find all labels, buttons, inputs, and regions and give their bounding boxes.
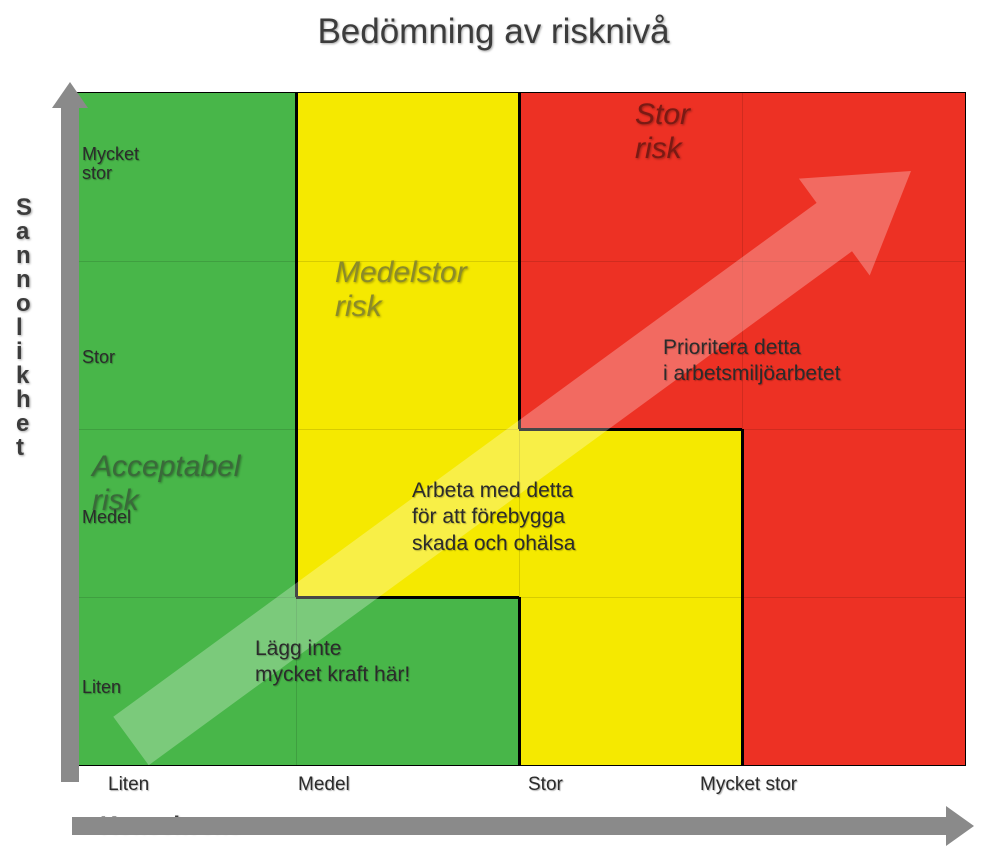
x-axis-arrow [72, 806, 987, 846]
y-tick-label: Liten [82, 678, 121, 697]
chart-title: Bedömning av risknivå [0, 12, 987, 52]
zone-title-red: Stor risk [635, 98, 690, 166]
x-tick-label: Stor [528, 774, 563, 796]
y-axis-label: Sannolikhet [16, 196, 32, 460]
x-tick-label: Liten [108, 774, 149, 796]
zone-text-green: Lägg inte mycket kraft här! [255, 636, 410, 689]
zone-title-yellow: Medelstor risk [335, 256, 467, 324]
y-tick-label: Mycket stor [82, 145, 139, 183]
zone-text-red: Prioritera detta i arbetsmiljöarbetet [663, 335, 840, 388]
y-tick-label: Stor [82, 348, 115, 367]
x-tick-label: Mycket stor [700, 774, 797, 796]
trend-arrow [73, 93, 965, 765]
zone-text-yellow: Arbeta med detta för att förebygga skada… [412, 478, 575, 557]
y-tick-label: Medel [82, 508, 131, 527]
x-tick-label: Medel [298, 774, 350, 796]
risk-matrix [72, 92, 966, 766]
